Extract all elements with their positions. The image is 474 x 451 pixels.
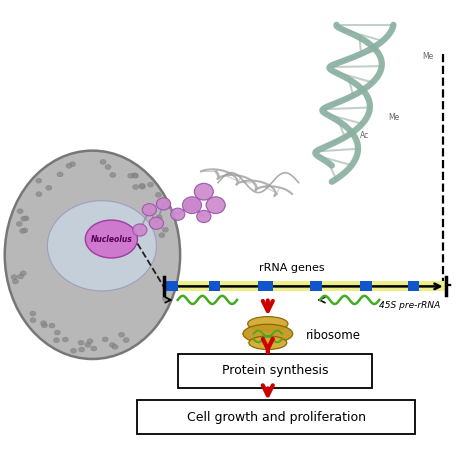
Bar: [408, 281, 419, 291]
Ellipse shape: [133, 224, 147, 236]
Ellipse shape: [147, 182, 154, 187]
Bar: [258, 281, 273, 291]
Ellipse shape: [85, 220, 137, 258]
Text: 45S pre-rRNA: 45S pre-rRNA: [379, 301, 440, 310]
Text: Nucleolus: Nucleolus: [91, 235, 132, 244]
Ellipse shape: [47, 201, 156, 291]
Text: Ac: Ac: [360, 130, 370, 139]
Ellipse shape: [112, 345, 118, 350]
Ellipse shape: [156, 215, 162, 220]
Ellipse shape: [62, 337, 68, 342]
Ellipse shape: [22, 228, 28, 233]
Ellipse shape: [123, 338, 129, 343]
Ellipse shape: [118, 332, 125, 337]
Ellipse shape: [132, 173, 138, 178]
Ellipse shape: [20, 271, 26, 276]
Ellipse shape: [91, 346, 97, 351]
Ellipse shape: [206, 197, 225, 214]
Ellipse shape: [142, 203, 156, 216]
Ellipse shape: [139, 183, 145, 188]
Ellipse shape: [110, 172, 116, 177]
FancyBboxPatch shape: [178, 354, 372, 388]
Ellipse shape: [30, 311, 36, 316]
Ellipse shape: [132, 173, 138, 178]
Ellipse shape: [70, 348, 76, 353]
FancyBboxPatch shape: [137, 400, 415, 434]
Ellipse shape: [40, 321, 46, 326]
Ellipse shape: [36, 192, 42, 197]
Ellipse shape: [57, 172, 63, 177]
Ellipse shape: [139, 184, 146, 189]
Ellipse shape: [54, 330, 60, 335]
Ellipse shape: [185, 199, 199, 211]
Ellipse shape: [5, 151, 180, 359]
Ellipse shape: [100, 159, 106, 164]
Text: Me: Me: [422, 51, 433, 60]
Ellipse shape: [194, 183, 213, 200]
Ellipse shape: [49, 323, 55, 328]
Text: ribosome: ribosome: [306, 330, 361, 342]
Ellipse shape: [69, 162, 75, 167]
Ellipse shape: [243, 324, 292, 343]
Ellipse shape: [11, 275, 17, 280]
Ellipse shape: [79, 347, 85, 352]
Ellipse shape: [12, 279, 18, 284]
Text: rRNA genes: rRNA genes: [259, 263, 324, 273]
Ellipse shape: [159, 233, 165, 238]
Ellipse shape: [162, 297, 168, 302]
Bar: [310, 281, 322, 291]
Ellipse shape: [19, 229, 26, 234]
Ellipse shape: [171, 208, 185, 221]
Bar: [164, 281, 178, 291]
Bar: [209, 281, 220, 291]
Ellipse shape: [66, 163, 72, 168]
Text: Protein synthesis: Protein synthesis: [222, 364, 328, 377]
Text: Cell growth and proliferation: Cell growth and proliferation: [187, 411, 365, 424]
Ellipse shape: [18, 274, 24, 279]
Bar: [164, 281, 446, 291]
Ellipse shape: [30, 318, 36, 322]
Ellipse shape: [182, 197, 201, 214]
Ellipse shape: [149, 217, 164, 229]
Ellipse shape: [46, 185, 52, 190]
Ellipse shape: [247, 317, 288, 331]
Ellipse shape: [249, 336, 287, 350]
Ellipse shape: [21, 216, 27, 221]
Ellipse shape: [156, 198, 171, 210]
Ellipse shape: [36, 178, 42, 183]
Ellipse shape: [128, 173, 134, 178]
Text: Me: Me: [389, 112, 400, 121]
Ellipse shape: [17, 209, 23, 214]
Ellipse shape: [16, 221, 22, 226]
Ellipse shape: [78, 340, 84, 345]
Ellipse shape: [197, 210, 211, 223]
Ellipse shape: [23, 216, 29, 221]
Ellipse shape: [54, 338, 60, 343]
Ellipse shape: [105, 165, 111, 170]
Ellipse shape: [102, 337, 108, 342]
Bar: [360, 281, 372, 291]
Ellipse shape: [87, 339, 93, 344]
Ellipse shape: [162, 227, 168, 232]
Ellipse shape: [155, 192, 161, 197]
Ellipse shape: [109, 342, 116, 347]
Ellipse shape: [85, 342, 91, 347]
Ellipse shape: [41, 323, 47, 328]
Ellipse shape: [133, 184, 139, 189]
